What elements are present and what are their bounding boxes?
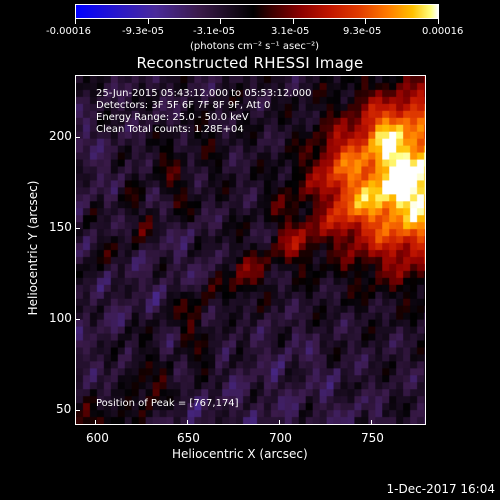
colorbar-tickmark xyxy=(148,19,149,24)
info-energy-range: Energy Range: 25.0 - 50.0 keV xyxy=(96,112,249,123)
date-stamp: 1-Dec-2017 16:04 xyxy=(386,482,495,496)
colorbar xyxy=(75,4,439,19)
y-tickmark xyxy=(75,319,80,320)
x-tick-label: 750 xyxy=(361,431,384,445)
x-tickmark xyxy=(371,420,372,425)
image-plot: 25-Jun-2015 05:43:12.000 to 05:53:12.000… xyxy=(75,75,426,425)
y-tick-label: 200 xyxy=(49,129,72,143)
colorbar-tick-label: -3.1e-05 xyxy=(193,26,235,37)
info-time-range: 25-Jun-2015 05:43:12.000 to 05:53:12.000 xyxy=(96,88,312,99)
x-tickmark xyxy=(279,420,280,425)
colorbar-tick-label: 0.00016 xyxy=(422,26,464,37)
y-tick-label: 150 xyxy=(49,220,72,234)
info-detectors: Detectors: 3F 5F 6F 7F 8F 9F, Att 0 xyxy=(96,100,271,111)
colorbar-tick-label: -9.3e-05 xyxy=(122,26,164,37)
y-tickmark xyxy=(75,137,80,138)
x-tick-label: 600 xyxy=(86,431,109,445)
peak-position: Position of Peak = [767,174] xyxy=(96,398,239,409)
x-tickmark xyxy=(187,420,188,425)
plot-title: Reconstructed RHESSI Image xyxy=(136,54,364,72)
colorbar-tickmark xyxy=(365,19,366,24)
y-tickmark xyxy=(75,410,80,411)
x-tick-label: 700 xyxy=(269,431,292,445)
x-axis-title: Heliocentric X (arcsec) xyxy=(172,447,308,461)
colorbar-unit-label: (photons cm⁻² s⁻¹ asec⁻²) xyxy=(190,41,320,52)
colorbar-tickmark xyxy=(220,19,221,24)
y-tickmark xyxy=(75,228,80,229)
rhessi-image-map xyxy=(76,76,425,424)
y-tick-label: 100 xyxy=(49,311,72,325)
colorbar-tickmark xyxy=(438,19,439,24)
y-axis-title: Heliocentric Y (arcsec) xyxy=(26,180,40,316)
colorbar-tickmark xyxy=(293,19,294,24)
x-tick-label: 650 xyxy=(177,431,200,445)
colorbar-tick-label: 3.1e-05 xyxy=(271,26,310,37)
colorbar-tick-label: 9.3e-05 xyxy=(343,26,382,37)
colorbar-tickmark xyxy=(75,19,76,24)
info-clean-counts: Clean Total counts: 1.28E+04 xyxy=(96,124,244,135)
x-tickmark xyxy=(95,420,96,425)
y-tick-label: 50 xyxy=(56,402,72,416)
colorbar-gradient xyxy=(76,5,438,18)
colorbar-tick-label: -0.00016 xyxy=(46,26,91,37)
